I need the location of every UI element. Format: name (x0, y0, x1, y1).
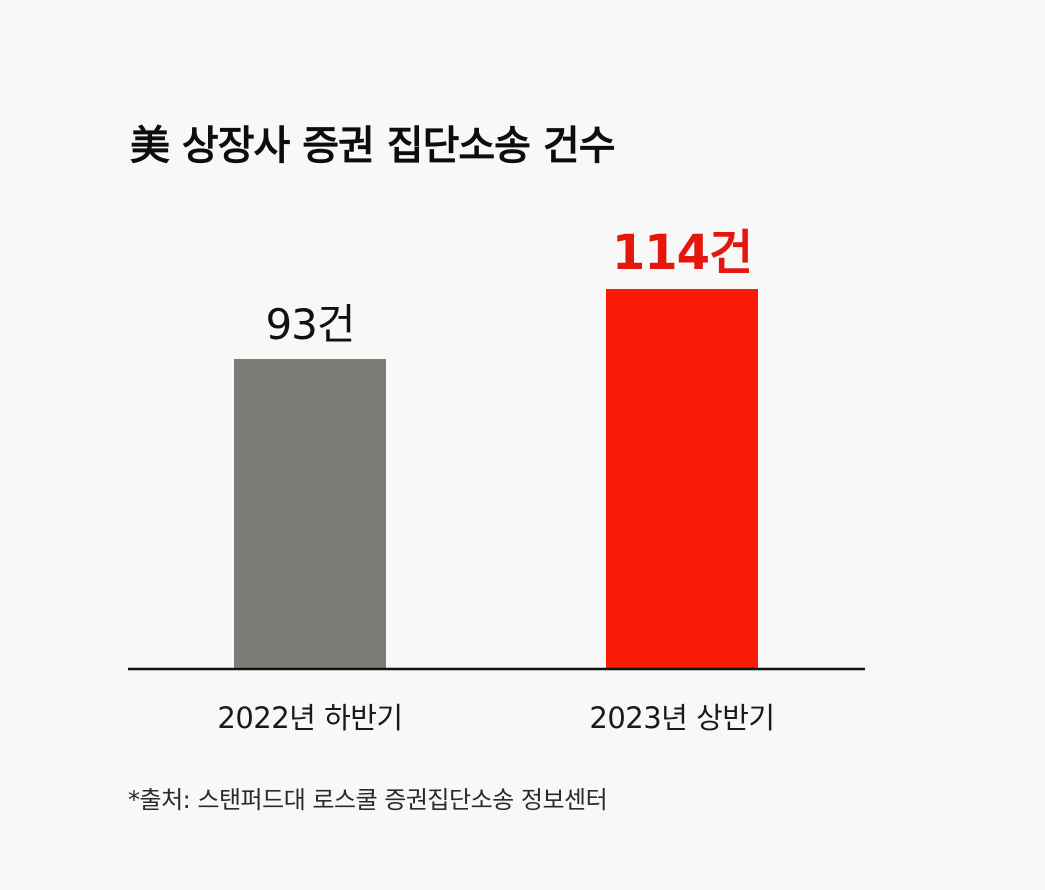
value-label-2: 114건 (612, 225, 752, 281)
bar-2 (606, 289, 758, 669)
category-label-2: 2023년 상반기 (589, 701, 774, 735)
value-label-1: 93건 (265, 300, 354, 349)
chart-title: 美 상장사 증권 집단소송 건수 (130, 123, 616, 169)
category-label-1: 2022년 하반기 (217, 701, 402, 735)
source-note: *출처: 스탠퍼드대 로스쿨 증권집단소송 정보센터 (128, 786, 608, 814)
bar-1 (234, 359, 386, 669)
bars-group (234, 289, 758, 669)
labels-group: 93건 2022년 하반기 114건 2023년 상반기 (217, 225, 775, 735)
